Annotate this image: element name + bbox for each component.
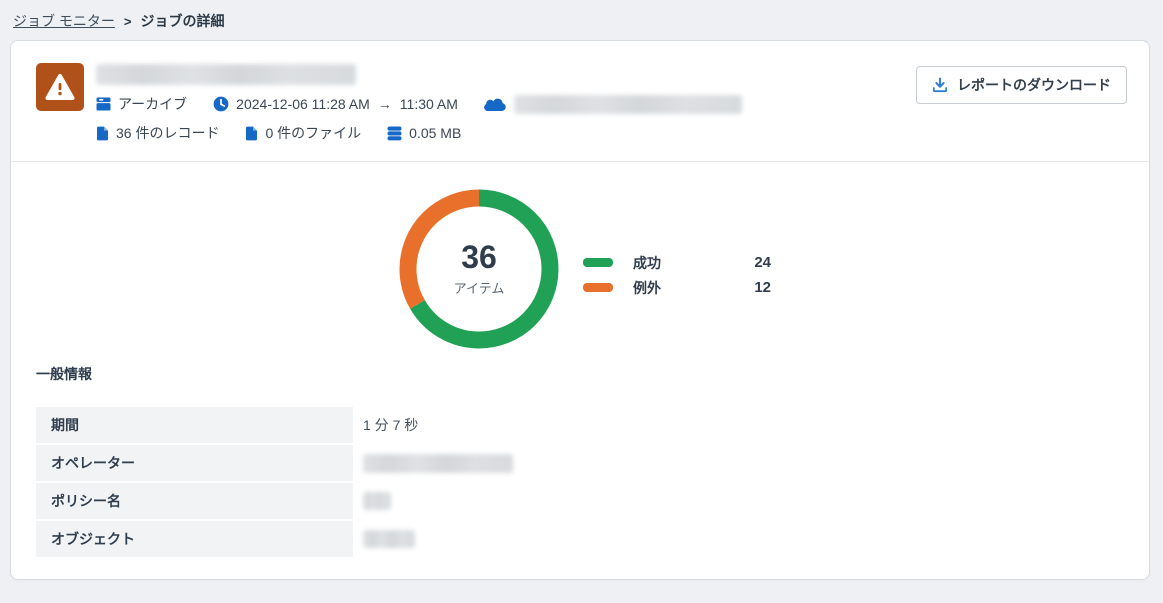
legend-row-success: 成功 24 xyxy=(583,253,771,273)
job-meta-row-1: アーカイブ 2024-12-06 11:28 AM → 11:30 AM xyxy=(96,94,904,114)
job-files: 0 件のファイル xyxy=(245,123,361,143)
job-records: 36 件のレコード xyxy=(96,123,219,143)
job-meta-row-2: 36 件のレコード 0 件のファイル xyxy=(96,123,904,143)
exception-swatch xyxy=(583,283,613,292)
job-type: アーカイブ xyxy=(96,94,187,114)
job-start-time: 2024-12-06 11:28 AM xyxy=(236,96,370,112)
table-row-object: オブジェクト xyxy=(36,521,1125,557)
warning-status-tile xyxy=(36,63,84,111)
job-detail-card: アーカイブ 2024-12-06 11:28 AM → 11:30 AM xyxy=(10,40,1150,580)
success-value: 24 xyxy=(754,254,771,271)
clock-icon xyxy=(213,96,229,112)
cloud-target-redacted xyxy=(513,94,742,114)
operator-redacted xyxy=(363,453,513,473)
job-records-label: 36 件のレコード xyxy=(116,125,220,141)
download-report-button[interactable]: レポートのダウンロード xyxy=(916,66,1127,104)
row-value xyxy=(353,445,513,481)
general-info-table: 期間 1 分 7 秒 オペレーター ポリシー名 オブジェクト xyxy=(36,407,1125,557)
job-end-time: 11:30 AM xyxy=(399,96,458,112)
row-value: 1 分 7 秒 xyxy=(363,417,419,433)
breadcrumb-separator: > xyxy=(123,13,132,29)
items-summary-chart: 36 アイテム 成功 24 例外 12 xyxy=(399,188,1149,350)
row-label: 期間 xyxy=(36,407,353,443)
job-header: アーカイブ 2024-12-06 11:28 AM → 11:30 AM xyxy=(11,41,1149,162)
table-row-duration: 期間 1 分 7 秒 xyxy=(36,407,1125,443)
job-size-label: 0.05 MB xyxy=(409,125,462,141)
job-cloud-target xyxy=(484,94,742,114)
warning-icon xyxy=(44,72,76,102)
download-report-label: レポートのダウンロード xyxy=(957,77,1111,93)
job-time-range: 2024-12-06 11:28 AM → 11:30 AM xyxy=(213,96,458,112)
row-value xyxy=(353,483,391,519)
exception-value: 12 xyxy=(754,279,771,296)
success-label: 成功 xyxy=(633,254,661,271)
job-size: 0.05 MB xyxy=(387,125,461,141)
page-title: ジョブの詳細 xyxy=(140,13,225,29)
job-title-redacted xyxy=(96,64,356,85)
file-icon xyxy=(96,126,109,141)
success-swatch xyxy=(583,258,613,267)
job-files-label: 0 件のファイル xyxy=(265,125,362,141)
breadcrumb: ジョブ モニター > ジョブの詳細 xyxy=(0,0,1163,31)
breadcrumb-link-job-monitor[interactable]: ジョブ モニター xyxy=(13,13,115,29)
arrow-right-icon: → xyxy=(377,96,392,112)
donut-chart: 36 アイテム xyxy=(399,189,559,349)
database-icon xyxy=(387,126,402,141)
job-header-main: アーカイブ 2024-12-06 11:28 AM → 11:30 AM xyxy=(96,63,904,143)
chart-legend: 成功 24 例外 12 xyxy=(583,253,771,298)
general-info-title: 一般情報 xyxy=(36,366,92,382)
download-icon xyxy=(932,77,948,93)
object-redacted xyxy=(363,530,415,548)
legend-row-exception: 例外 12 xyxy=(583,278,771,298)
exception-label: 例外 xyxy=(633,279,661,296)
file-icon xyxy=(245,126,258,141)
archive-icon xyxy=(96,97,111,111)
table-row-operator: オペレーター xyxy=(36,445,1125,481)
row-label: オペレーター xyxy=(36,445,353,481)
table-row-policy-name: ポリシー名 xyxy=(36,483,1125,519)
row-label: ポリシー名 xyxy=(36,483,353,519)
job-type-label: アーカイブ xyxy=(118,96,188,112)
row-label: オブジェクト xyxy=(36,521,353,557)
row-value xyxy=(353,521,415,557)
policy-name-redacted xyxy=(363,492,391,510)
cloud-icon xyxy=(484,96,507,112)
